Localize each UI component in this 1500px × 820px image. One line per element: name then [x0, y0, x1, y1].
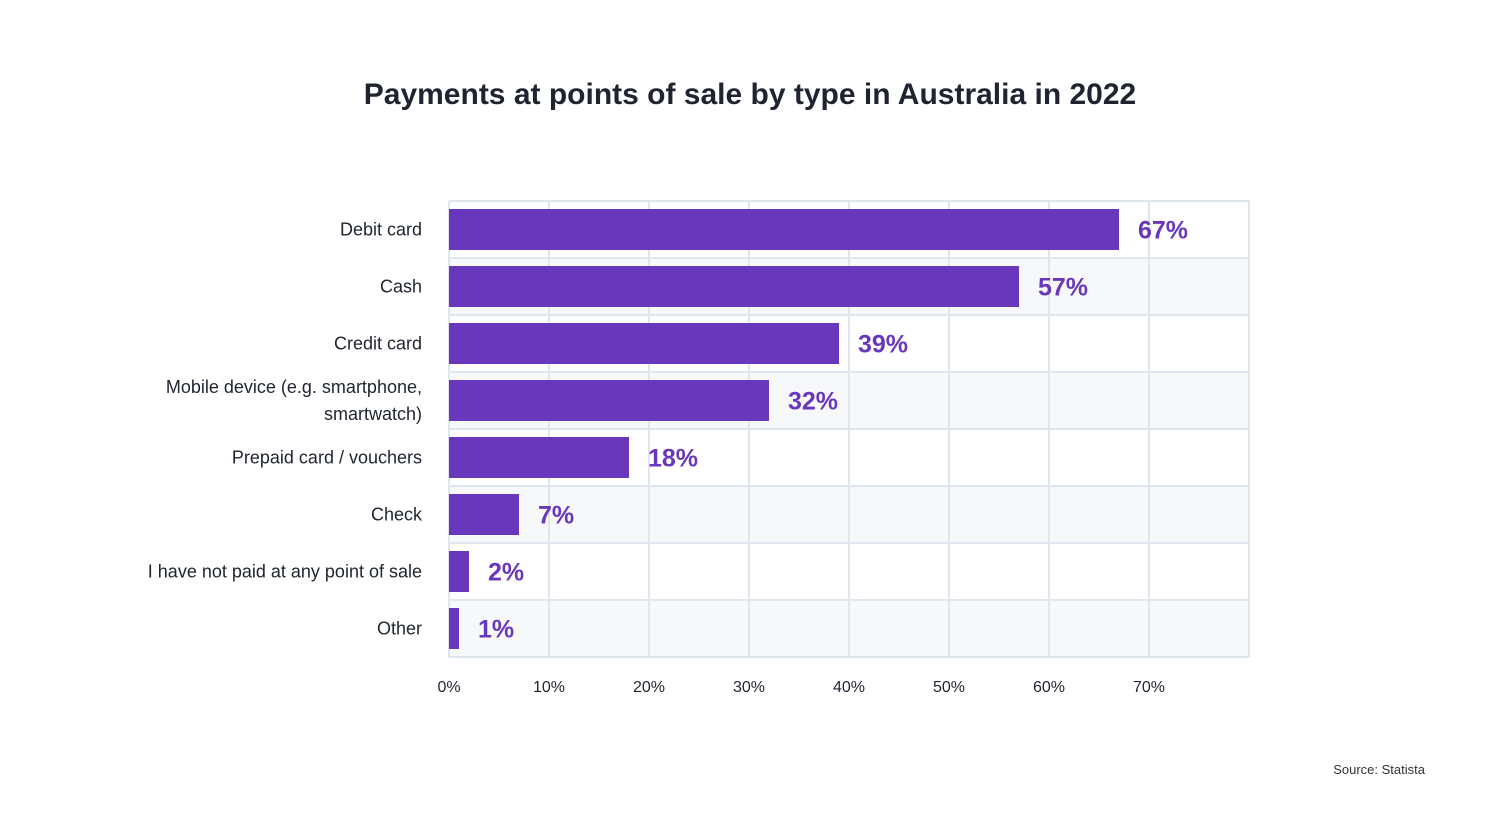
bar	[449, 380, 769, 421]
category-label: Check	[371, 505, 423, 525]
bar	[449, 209, 1119, 250]
x-tick-label: 50%	[933, 679, 965, 696]
data-label: 18%	[648, 445, 698, 473]
category-label: Cash	[380, 277, 422, 297]
category-label: Debit card	[340, 220, 422, 240]
category-label: Mobile device (e.g. smartphone,	[166, 377, 422, 397]
data-label: 7%	[538, 502, 574, 530]
x-tick-label: 60%	[1033, 679, 1065, 696]
data-label: 67%	[1138, 217, 1188, 245]
bar	[449, 494, 519, 535]
data-label: 39%	[858, 331, 908, 359]
x-tick-label: 10%	[533, 679, 565, 696]
chart-title: Payments at points of sale by type in Au…	[363, 78, 1137, 111]
x-tick-label: 70%	[1133, 679, 1165, 696]
category-label: I have not paid at any point of sale	[148, 562, 422, 582]
bar	[449, 551, 469, 592]
category-label: Other	[377, 619, 422, 639]
category-label: Credit card	[334, 334, 422, 354]
x-tick-label: 30%	[733, 679, 765, 696]
source-note: Source: Statista	[1333, 762, 1425, 777]
bar	[449, 608, 459, 649]
category-label: Prepaid card / vouchers	[232, 448, 422, 468]
data-label: 32%	[788, 388, 838, 416]
bar	[449, 266, 1019, 307]
bar	[449, 323, 839, 364]
data-label: 57%	[1038, 274, 1088, 302]
data-label: 1%	[478, 616, 514, 644]
category-label: smartwatch)	[324, 404, 422, 424]
bar	[449, 437, 629, 478]
x-tick-label: 0%	[437, 679, 460, 696]
data-label: 2%	[488, 559, 524, 587]
x-tick-label: 40%	[833, 679, 865, 696]
x-tick-label: 20%	[633, 679, 665, 696]
